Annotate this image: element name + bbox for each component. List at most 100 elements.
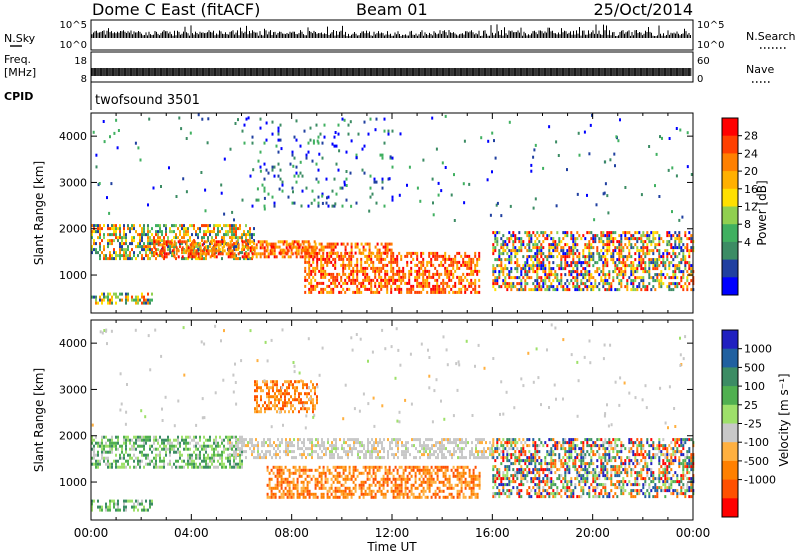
radar-cell — [229, 227, 231, 231]
radar-cell — [538, 282, 541, 286]
radar-cell — [237, 444, 239, 448]
radar-cell — [257, 159, 260, 163]
radar-cell — [345, 184, 348, 187]
radar-cell — [159, 435, 161, 439]
radar-cell — [386, 263, 389, 267]
radar-cell — [129, 465, 131, 469]
radar-cell — [235, 233, 237, 237]
radar-cell — [357, 132, 360, 136]
radar-cell — [380, 260, 383, 264]
radar-cell — [221, 227, 223, 231]
radar-cell — [388, 242, 391, 246]
radar-cell — [263, 453, 265, 457]
radar-cell — [379, 438, 381, 442]
radar-cell — [342, 263, 345, 267]
radar-cell — [233, 245, 235, 249]
radar-cell — [159, 459, 161, 463]
radar-cell — [586, 193, 588, 197]
radar-cell — [478, 257, 481, 261]
radar-cell — [674, 264, 677, 268]
radar-cell — [576, 285, 579, 289]
radar-cell — [552, 249, 555, 253]
radar-cell — [165, 438, 167, 442]
radar-cell — [159, 224, 161, 228]
radar-cell — [305, 153, 308, 157]
radar-cell — [323, 444, 325, 448]
radar-cell — [332, 257, 335, 261]
radar-cell — [213, 246, 216, 250]
radar-cell — [360, 257, 363, 261]
radar-cell — [211, 456, 213, 460]
radar-cell — [199, 230, 201, 234]
radar-cell — [341, 456, 343, 460]
radar-cell — [618, 234, 621, 238]
radar-cell — [648, 249, 651, 253]
radar-cell — [506, 237, 509, 241]
radar-cell — [143, 435, 145, 439]
radar-cell — [534, 285, 537, 289]
radar-cell — [185, 246, 188, 250]
radar-cell — [506, 267, 509, 271]
radar-cell — [364, 287, 367, 291]
radar-cell — [189, 453, 191, 457]
radar-cell — [131, 236, 133, 240]
radar-cell — [109, 251, 111, 255]
radar-cell — [131, 499, 133, 503]
radar-cell — [344, 278, 347, 282]
radar-cell — [209, 465, 211, 469]
radar-cell — [251, 252, 254, 256]
radar-cell — [588, 276, 591, 280]
radar-cell — [109, 508, 111, 512]
radar-cell — [111, 499, 113, 503]
radar-cell — [384, 257, 387, 261]
radar-cell — [448, 257, 451, 261]
radar-cell — [367, 132, 370, 136]
radar-cell — [393, 456, 395, 460]
radar-cell — [109, 257, 111, 261]
radar-cell — [217, 459, 219, 463]
radar-cell — [650, 240, 653, 244]
radar-cell — [614, 237, 617, 241]
radar-cell — [123, 508, 125, 512]
radar-cell — [149, 505, 151, 509]
radar-cell — [548, 264, 551, 268]
radar-cell — [494, 231, 497, 235]
radar-cell — [636, 288, 639, 292]
radar-cell — [117, 295, 119, 299]
radar-cell — [474, 290, 477, 294]
radar-cell — [165, 453, 167, 457]
radar-cell — [408, 278, 411, 282]
radar-cell — [213, 456, 215, 460]
radar-cell — [133, 239, 135, 243]
radar-cell — [273, 453, 275, 457]
radar-cell — [646, 252, 649, 256]
radar-cell — [560, 285, 563, 289]
radar-cell — [536, 249, 539, 253]
radar-cell — [348, 251, 351, 255]
radar-cell — [149, 447, 151, 451]
radar-cell — [612, 249, 615, 253]
radar-cell — [273, 249, 276, 253]
radar-cell — [402, 278, 405, 282]
radar-cell — [678, 234, 681, 238]
radar-cell — [285, 246, 288, 250]
radar-cell — [538, 234, 541, 238]
radar-cell — [436, 284, 439, 288]
radar-cell — [123, 505, 125, 509]
radar-cell — [322, 251, 325, 255]
radar-cell — [257, 453, 259, 457]
radar-cell — [265, 453, 267, 457]
radar-cell — [141, 502, 143, 506]
radar-cell — [155, 224, 157, 228]
radar-cell — [129, 242, 131, 246]
radar-cell — [111, 301, 113, 305]
radar-cell — [524, 231, 527, 235]
radar-cell — [474, 281, 477, 285]
radar-cell — [247, 233, 249, 237]
radar-cell — [161, 239, 163, 243]
radar-cell — [686, 279, 689, 283]
radar-cell — [538, 258, 541, 262]
radar-cell — [440, 281, 443, 285]
radar-cell — [452, 263, 455, 267]
radar-cell — [119, 224, 121, 228]
